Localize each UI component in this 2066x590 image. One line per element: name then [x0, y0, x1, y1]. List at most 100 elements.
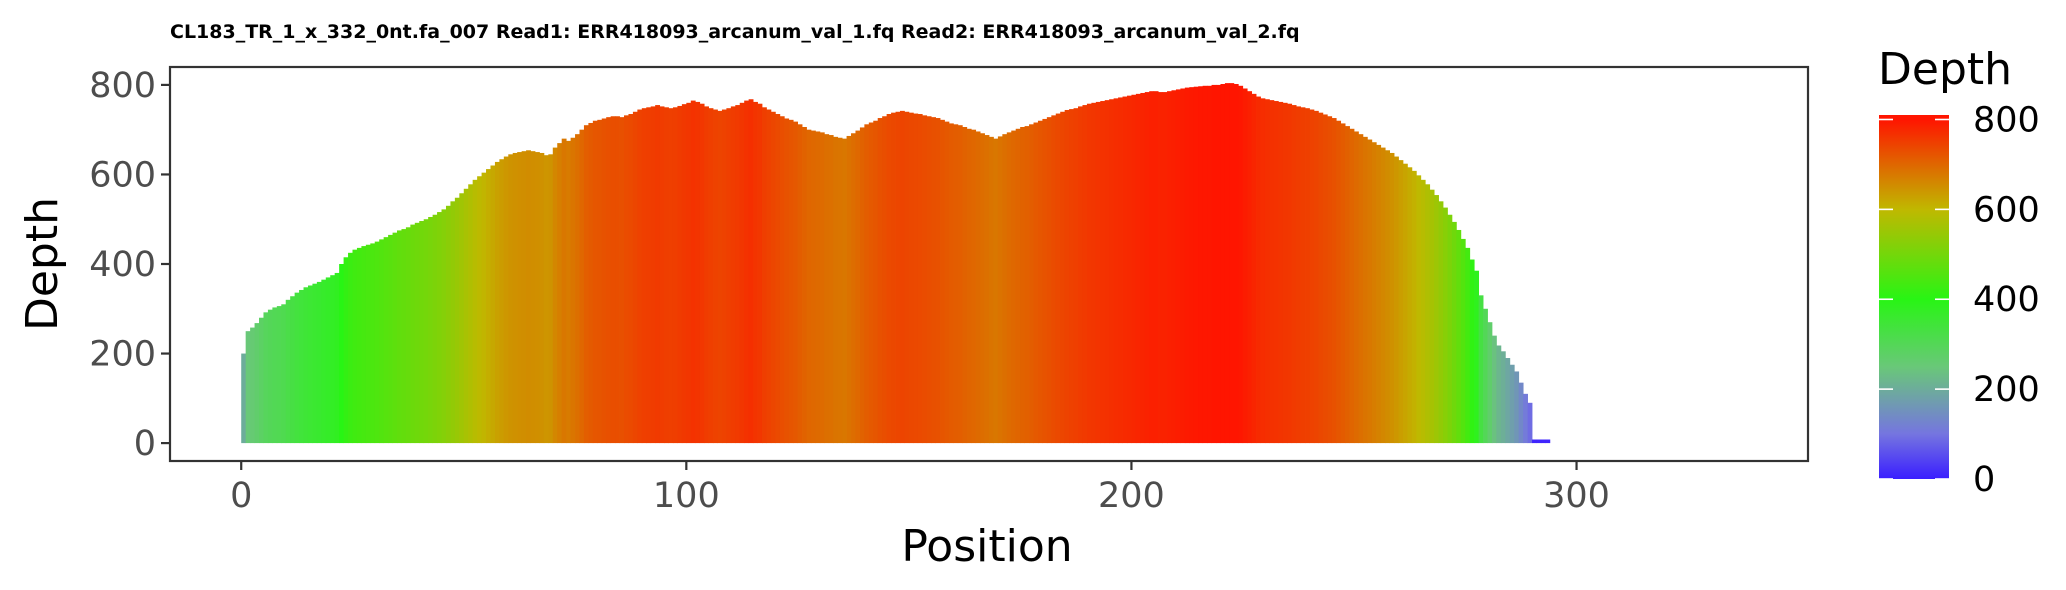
depth-bar: [263, 312, 269, 444]
depth-bar: [1509, 364, 1515, 444]
depth-bar: [1318, 112, 1324, 444]
depth-bar: [299, 289, 304, 444]
depth-bar: [1327, 116, 1333, 444]
depth-bar: [984, 135, 990, 444]
depth-bar: [882, 116, 888, 444]
depth-bar: [699, 103, 705, 444]
depth-bar: [481, 172, 487, 444]
depth-bar: [330, 275, 336, 444]
depth-bar: [356, 247, 362, 444]
depth-bar: [726, 108, 732, 444]
depth-bar: [303, 287, 309, 444]
depth-bar: [512, 152, 518, 444]
depth-bar: [993, 138, 999, 444]
depth-bar: [940, 119, 945, 444]
depth-bar: [1260, 98, 1266, 444]
depth-bar: [975, 131, 981, 444]
depth-bar: [401, 229, 407, 444]
depth-bar: [1171, 90, 1177, 444]
depth-bar: [566, 140, 571, 444]
depth-bar: [1229, 83, 1235, 444]
depth-bar: [1394, 156, 1399, 444]
depth-bar: [1233, 84, 1239, 444]
depth-bar: [819, 132, 825, 444]
depth-bar: [739, 102, 745, 444]
depth-bar: [659, 106, 665, 444]
depth-bar: [668, 108, 674, 444]
depth-bar: [575, 134, 580, 444]
depth-bar: [1380, 147, 1386, 444]
depth-bar: [561, 138, 567, 444]
depth-bar: [1331, 118, 1337, 444]
depth-bar: [579, 129, 585, 444]
depth-bar: [989, 136, 994, 444]
depth-bar: [1015, 128, 1021, 444]
depth-bar: [1491, 335, 1497, 444]
depth-bar: [1438, 201, 1444, 444]
depth-bar: [1055, 113, 1061, 444]
depth-bar: [441, 209, 447, 444]
depth-bar: [570, 137, 576, 444]
depth-bar: [606, 117, 612, 444]
depth-bar: [859, 127, 865, 444]
depth-bar: [730, 106, 736, 444]
depth-bar: [1153, 91, 1159, 444]
depth-bar: [1487, 322, 1493, 444]
depth-bar: [1122, 96, 1128, 444]
x-tick-label: 200: [1098, 476, 1165, 516]
depth-bar: [828, 135, 834, 444]
depth-bar: [1536, 439, 1542, 444]
depth-bar: [325, 277, 331, 444]
depth-bar: [1211, 84, 1217, 444]
depth-bar: [1411, 170, 1417, 444]
depth-bar: [1198, 86, 1204, 444]
depth-bar: [610, 116, 616, 444]
depth-bar: [1046, 117, 1052, 444]
depth-bar: [757, 103, 763, 444]
depth-bar: [1100, 101, 1106, 444]
depth-bar: [1345, 126, 1350, 444]
depth-bar: [1220, 84, 1226, 444]
depth-bar: [766, 109, 772, 444]
depth-bar: [601, 118, 607, 444]
y-tick-label: 0: [134, 424, 156, 464]
depth-bar: [784, 118, 790, 444]
depth-bar: [1180, 88, 1186, 444]
x-tick-label: 0: [230, 476, 252, 516]
depth-bar: [1358, 134, 1364, 444]
depth-bar: [530, 151, 536, 444]
depth-bar: [1082, 105, 1088, 444]
depth-bar: [1434, 195, 1439, 444]
depth-bar: [1135, 93, 1141, 444]
depth-bar: [864, 124, 870, 444]
depth-bar: [1269, 100, 1275, 444]
depth-bar: [588, 122, 594, 444]
depth-bar: [1060, 111, 1066, 444]
legend-colorbar-fill: [1879, 115, 1949, 479]
depth-bar: [508, 154, 514, 444]
depth-bar: [1167, 91, 1172, 444]
depth-bar: [672, 107, 678, 444]
depth-bar: [388, 234, 393, 444]
depth-bar: [1006, 132, 1012, 444]
depth-bar: [1407, 167, 1413, 444]
depth-bar: [1109, 99, 1115, 444]
depth-bar: [321, 279, 327, 444]
chart-title: CL183_TR_1_x_332_0nt.fa_007 Read1: ERR41…: [170, 21, 1300, 43]
depth-bar: [681, 104, 687, 444]
depth-bar: [615, 116, 620, 444]
depth-bar: [1202, 85, 1208, 444]
x-tick-label: 100: [653, 476, 720, 516]
depth-bar: [1113, 98, 1119, 444]
depth-bar: [1367, 139, 1373, 444]
depth-bar: [1091, 102, 1097, 444]
depth-bar: [708, 108, 714, 444]
depth-bar: [1527, 402, 1533, 444]
depth-bar: [1158, 92, 1163, 444]
legend-tick-label: 800: [1973, 100, 2040, 140]
depth-bar: [383, 237, 389, 444]
y-tick-label: 600: [89, 155, 156, 195]
depth-bar: [1278, 101, 1284, 444]
depth-bar: [1340, 123, 1346, 444]
